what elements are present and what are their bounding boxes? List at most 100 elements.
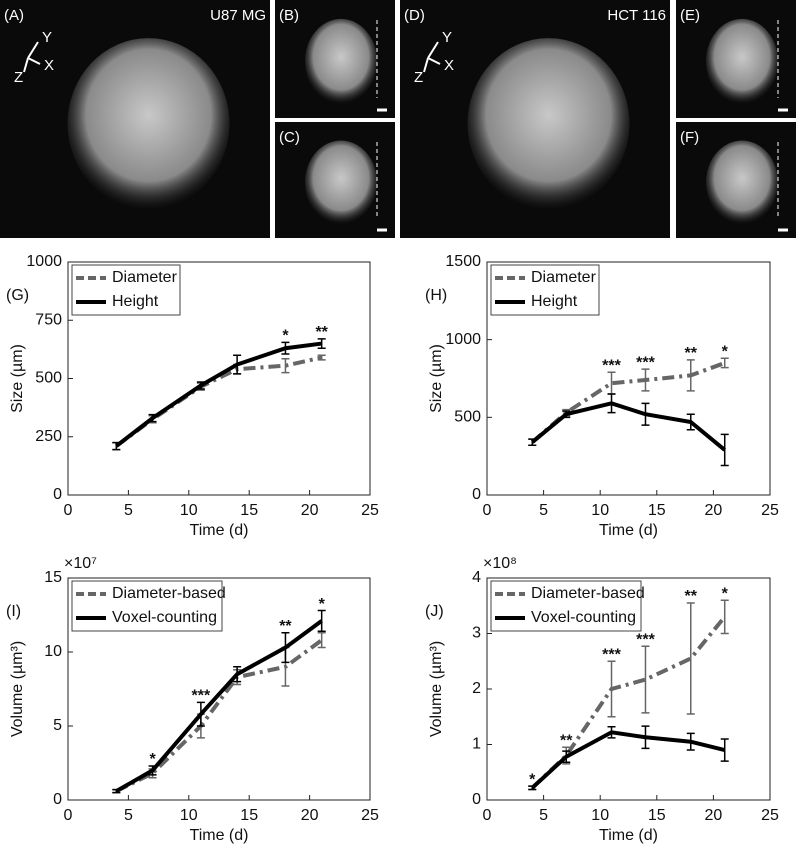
- series-line: [115, 638, 323, 793]
- image-panel: (D) HCT 116 YX Z: [400, 0, 670, 238]
- panel-label: (I): [6, 603, 21, 620]
- panel-label: (A): [4, 7, 24, 24]
- y-tick-label: 15: [44, 569, 62, 586]
- image-panel: (A) U87 MG YX Z: [0, 0, 270, 238]
- significance: ***: [636, 354, 655, 371]
- image-panel: (F): [676, 122, 796, 238]
- panel-label: (E): [680, 7, 700, 24]
- significance: **: [315, 324, 328, 341]
- panel-label: (H): [425, 287, 447, 304]
- axis-triad-label: X: [444, 57, 454, 74]
- image-panel: (B): [275, 0, 395, 118]
- chart: 0 5 10 15 20 25 0 5 10 15 Time (d) Volume (µm³) (I) ×…: [6, 555, 379, 844]
- x-axis-label: Time (d): [190, 522, 249, 539]
- x-tick-label: 5: [539, 502, 548, 519]
- y-multiplier: ×10⁷: [64, 555, 97, 572]
- y-tick-label: 0: [472, 791, 481, 808]
- x-tick-label: 5: [124, 807, 133, 824]
- x-tick-label: 0: [483, 502, 492, 519]
- significance: ***: [602, 358, 621, 375]
- image-panel: (C): [275, 122, 395, 238]
- y-tick-label: 5: [53, 717, 62, 734]
- specimen: [706, 18, 778, 104]
- y-axis-label: Size (µm): [428, 344, 445, 413]
- legend-box: [71, 264, 181, 316]
- x-tick-label: 10: [180, 807, 198, 824]
- y-tick-label: 2: [472, 680, 481, 697]
- legend-box: [490, 580, 642, 632]
- chart: 0 5 10 15 20 25 0 500 1000 1500 Time (d) Size (µm) (…: [425, 253, 779, 539]
- x-tick-label: 5: [539, 807, 548, 824]
- legend-label: Height: [531, 293, 578, 310]
- y-axis-label: Volume (µm³): [428, 641, 445, 737]
- x-axis-label: Time (d): [599, 522, 658, 539]
- x-tick-label: 10: [591, 502, 609, 519]
- y-tick-label: 750: [35, 311, 62, 328]
- significance: *: [282, 328, 289, 345]
- error-bar: [720, 433, 729, 467]
- x-tick-label: 15: [648, 502, 666, 519]
- x-tick-label: 15: [648, 807, 666, 824]
- significance: ***: [602, 646, 621, 663]
- significance: ***: [192, 688, 211, 705]
- x-tick-label: 5: [124, 502, 133, 519]
- panel-label: (G): [6, 287, 29, 304]
- axis-triad-label: Y: [42, 29, 52, 46]
- y-multiplier: ×10⁸: [483, 555, 517, 572]
- series-line: [530, 615, 727, 790]
- x-tick-label: 20: [705, 502, 723, 519]
- significance: *: [149, 751, 156, 768]
- error-bar: [317, 632, 326, 649]
- panel-label: (C): [279, 129, 300, 146]
- error-bar: [686, 602, 695, 715]
- x-tick-label: 20: [301, 807, 319, 824]
- panel-title: U87 MG: [210, 7, 266, 24]
- series-line: [531, 401, 726, 452]
- panel-label: (B): [279, 7, 299, 24]
- chart: 0 5 10 15 20 25 0 1 2 3 4 Time (d) Volume (µm³) (J) ×1…: [425, 555, 779, 844]
- x-tick-label: 25: [761, 502, 779, 519]
- legend-label: Voxel-counting: [112, 609, 217, 626]
- legend-label: Diameter-based: [112, 585, 226, 602]
- y-tick-label: 4: [472, 569, 481, 586]
- y-tick-label: 0: [472, 486, 481, 503]
- y-tick-label: 1500: [445, 253, 481, 270]
- significance: ***: [636, 631, 655, 648]
- x-tick-label: 25: [361, 807, 379, 824]
- x-tick-label: 0: [64, 502, 73, 519]
- legend-box: [71, 580, 223, 632]
- series-line: [115, 619, 323, 793]
- axis-triad-label: Z: [414, 69, 423, 86]
- legend-label: Diameter-based: [531, 585, 645, 602]
- panel-title: HCT 116: [607, 7, 666, 24]
- y-tick-label: 500: [35, 370, 62, 387]
- significance: **: [685, 345, 698, 362]
- y-tick-label: 10: [44, 643, 62, 660]
- significance: **: [279, 618, 292, 635]
- series-line: [115, 341, 322, 448]
- significance: *: [319, 596, 326, 613]
- x-tick-label: 20: [705, 807, 723, 824]
- series-line: [530, 361, 726, 444]
- panel-label: (F): [680, 129, 699, 146]
- y-tick-label: 1000: [26, 253, 62, 270]
- legend-label: Diameter: [112, 269, 178, 286]
- specimen: [706, 140, 778, 225]
- significance: *: [722, 585, 729, 602]
- x-tick-label: 15: [240, 502, 258, 519]
- error-bar: [720, 357, 729, 369]
- y-axis-label: Size (µm): [9, 344, 26, 413]
- legend-label: Diameter: [531, 269, 597, 286]
- series-line: [115, 355, 323, 448]
- x-tick-label: 25: [761, 807, 779, 824]
- significance: **: [560, 732, 573, 749]
- legend-box: [490, 264, 600, 316]
- specimen: [305, 140, 377, 225]
- significance: *: [529, 771, 536, 788]
- y-tick-label: 3: [472, 625, 481, 642]
- significance: **: [685, 588, 698, 605]
- x-tick-label: 0: [64, 807, 73, 824]
- y-tick-label: 500: [454, 409, 481, 426]
- axis-triad: [23, 41, 41, 73]
